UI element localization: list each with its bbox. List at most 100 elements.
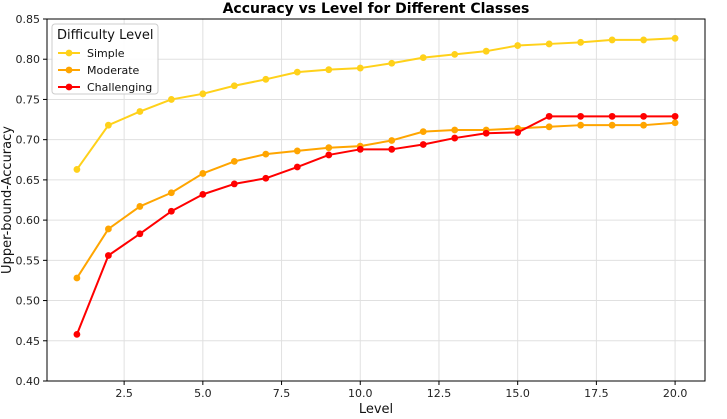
x-axis-ticks: 2.5 5.0 7.5 10.0 12.5 15.0 17.5 20.0 bbox=[115, 381, 687, 400]
y-tick-label: 0.85 bbox=[16, 13, 41, 26]
data-point bbox=[419, 54, 427, 62]
data-point bbox=[640, 121, 648, 129]
data-point bbox=[73, 330, 81, 338]
legend-marker bbox=[65, 66, 73, 74]
series-lines bbox=[73, 34, 679, 338]
data-point bbox=[136, 203, 144, 210]
data-point bbox=[136, 230, 144, 238]
data-point bbox=[167, 207, 175, 215]
x-tick-label: 12.5 bbox=[427, 387, 452, 400]
data-point bbox=[262, 75, 270, 83]
data-point bbox=[451, 134, 459, 142]
data-point bbox=[73, 274, 81, 282]
data-point bbox=[136, 108, 144, 115]
legend-box bbox=[51, 23, 159, 95]
y-tick-label: 0.75 bbox=[16, 93, 41, 106]
data-point bbox=[199, 90, 207, 98]
legend-items: Simple Moderate Challenging bbox=[58, 47, 152, 94]
series-line bbox=[76, 121, 676, 279]
x-tick-label: 5.0 bbox=[194, 387, 212, 400]
data-point bbox=[545, 40, 553, 48]
data-point bbox=[608, 36, 616, 44]
x-tick-label: 2.5 bbox=[115, 387, 133, 400]
data-point bbox=[230, 82, 238, 90]
y-tick-label: 0.80 bbox=[16, 53, 41, 66]
data-point bbox=[388, 145, 396, 153]
data-point bbox=[482, 129, 490, 137]
y-tick-label: 0.50 bbox=[16, 295, 41, 308]
legend-item-challenging: Challenging bbox=[58, 81, 152, 94]
legend-marker bbox=[65, 49, 73, 57]
data-point bbox=[262, 150, 270, 158]
data-point bbox=[230, 157, 238, 165]
data-point bbox=[73, 166, 81, 173]
data-point bbox=[451, 50, 459, 58]
data-point bbox=[514, 129, 522, 136]
data-point bbox=[388, 137, 396, 144]
y-tick-label: 0.70 bbox=[16, 134, 41, 147]
series-moderate bbox=[73, 119, 679, 282]
data-point bbox=[262, 174, 270, 182]
y-axis-label: Upper-bound-Accuracy bbox=[0, 126, 15, 274]
legend-label: Challenging bbox=[87, 81, 152, 94]
chart-title: Accuracy vs Level for Different Classes bbox=[223, 1, 530, 17]
legend: Difficulty Level Simple Moderate Challengi… bbox=[51, 23, 159, 95]
data-point bbox=[671, 34, 679, 42]
data-point bbox=[671, 119, 679, 127]
data-point bbox=[325, 144, 333, 152]
data-point bbox=[482, 47, 490, 55]
x-tick-label: 17.5 bbox=[584, 387, 609, 400]
plot-area-frame bbox=[46, 18, 706, 382]
data-point bbox=[293, 68, 301, 76]
y-tick-label: 0.55 bbox=[16, 254, 41, 267]
data-point bbox=[325, 66, 333, 74]
data-point bbox=[608, 112, 616, 120]
data-point bbox=[640, 112, 648, 120]
series-line bbox=[75, 115, 676, 335]
legend-item-moderate: Moderate bbox=[58, 64, 140, 77]
y-tick-label: 0.40 bbox=[16, 375, 41, 388]
data-point bbox=[451, 126, 459, 134]
data-point bbox=[514, 42, 522, 49]
x-tick-label: 15.0 bbox=[505, 387, 530, 400]
x-axis-label: Level bbox=[359, 402, 393, 417]
data-point bbox=[577, 38, 585, 46]
data-point bbox=[325, 151, 333, 159]
x-tick-label: 20.0 bbox=[663, 387, 688, 400]
data-point bbox=[104, 252, 112, 259]
data-point bbox=[167, 96, 175, 103]
series-challenging bbox=[73, 112, 679, 338]
legend-label: Simple bbox=[87, 47, 125, 60]
data-point bbox=[356, 145, 364, 153]
data-point bbox=[577, 112, 585, 120]
data-point bbox=[199, 170, 207, 177]
data-point bbox=[104, 121, 112, 129]
data-point bbox=[293, 147, 301, 155]
series-line bbox=[76, 37, 676, 171]
x-tick-label: 7.5 bbox=[273, 387, 291, 400]
y-tick-label: 0.65 bbox=[16, 174, 41, 187]
data-point bbox=[230, 180, 238, 188]
data-point bbox=[640, 36, 648, 44]
legend-title: Difficulty Level bbox=[57, 28, 153, 43]
data-point bbox=[167, 189, 175, 197]
data-point bbox=[419, 141, 427, 148]
y-axis-ticks: 0.40 0.45 0.50 0.55 0.60 0.65 0.70 0.75 0.80 0.85 bbox=[16, 13, 47, 388]
data-point bbox=[419, 128, 427, 136]
data-point bbox=[545, 112, 553, 120]
data-point bbox=[545, 123, 553, 131]
data-point bbox=[671, 112, 679, 120]
series-simple bbox=[73, 34, 679, 173]
y-tick-label: 0.60 bbox=[16, 214, 41, 227]
data-point bbox=[293, 163, 301, 171]
data-point bbox=[388, 59, 396, 67]
data-point bbox=[577, 121, 585, 129]
data-point bbox=[199, 190, 207, 198]
grid-lines bbox=[47, 19, 705, 381]
legend-label: Moderate bbox=[87, 64, 140, 77]
y-tick-label: 0.45 bbox=[16, 335, 41, 348]
data-point bbox=[104, 225, 112, 233]
legend-marker bbox=[65, 83, 73, 91]
